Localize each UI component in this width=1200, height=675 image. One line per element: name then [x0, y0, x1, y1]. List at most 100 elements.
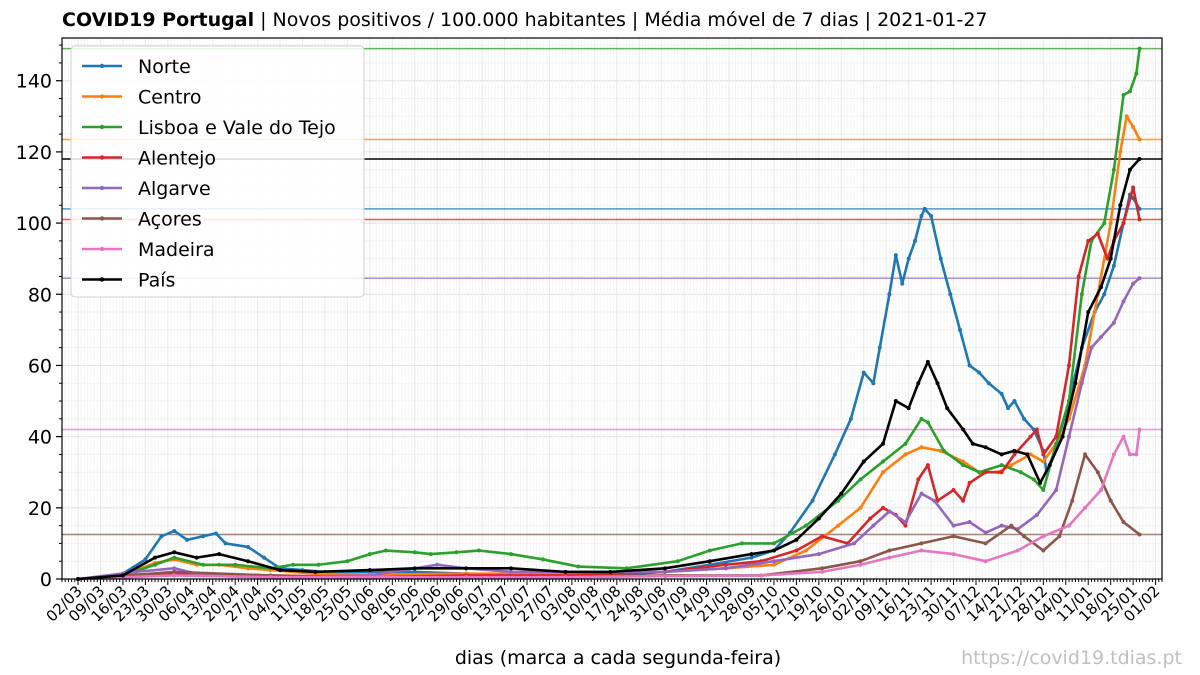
- data-point: [916, 381, 921, 386]
- data-point: [508, 566, 513, 571]
- data-point: [1009, 463, 1014, 468]
- series-line: [77, 429, 1141, 581]
- legend-marker: [99, 246, 105, 252]
- data-point: [1105, 256, 1110, 261]
- legend-label: País: [138, 270, 175, 292]
- data-point: [1041, 452, 1046, 457]
- data-point: [983, 541, 988, 546]
- chart-title: COVID19 Portugal | Novos positivos / 100…: [62, 9, 988, 31]
- data-point: [938, 448, 943, 453]
- data-point: [759, 573, 764, 578]
- data-point: [1121, 520, 1126, 525]
- data-point: [1006, 406, 1011, 411]
- data-point: [1111, 167, 1116, 172]
- data-point: [1121, 221, 1126, 226]
- data-point: [903, 452, 908, 457]
- data-point: [1124, 114, 1129, 119]
- data-point: [887, 292, 892, 297]
- data-point: [858, 562, 863, 567]
- data-point: [804, 548, 809, 553]
- data-point: [412, 550, 417, 555]
- data-point: [983, 530, 988, 535]
- data-point: [133, 569, 138, 574]
- data-point: [1041, 459, 1046, 464]
- data-point: [858, 477, 863, 482]
- data-point: [903, 520, 908, 525]
- y-tick-label: 20: [28, 498, 52, 520]
- data-point: [938, 256, 943, 261]
- data-point: [1137, 46, 1142, 51]
- data-point: [1070, 498, 1075, 503]
- data-point: [771, 559, 776, 564]
- watermark: https://covid19.tdias.pt: [961, 647, 1182, 669]
- legend-label: Norte: [138, 56, 191, 78]
- chart-title-bold: COVID19 Portugal: [62, 9, 254, 31]
- data-point: [1012, 448, 1017, 453]
- data-point: [919, 213, 924, 218]
- data-point: [563, 569, 568, 574]
- data-point: [1137, 276, 1142, 281]
- y-axis: 0 20 40 60 80 100 120 140: [16, 44, 62, 591]
- data-point: [935, 381, 940, 386]
- data-point: [961, 463, 966, 468]
- data-point: [1012, 452, 1017, 457]
- data-point: [290, 562, 295, 567]
- legend-item: País: [82, 270, 175, 292]
- data-point: [951, 488, 956, 493]
- series-line: [77, 158, 1141, 581]
- legend-label: Açores: [138, 209, 202, 231]
- data-point: [1121, 92, 1126, 97]
- data-point: [172, 550, 177, 555]
- data-point: [233, 562, 238, 567]
- legend-item: Centro: [82, 87, 201, 109]
- data-point: [662, 566, 667, 571]
- data-point: [367, 552, 372, 557]
- data-point: [412, 569, 417, 574]
- data-point: [1099, 285, 1104, 290]
- data-point: [922, 206, 927, 211]
- data-point: [278, 568, 283, 573]
- data-point: [804, 523, 809, 528]
- data-point: [707, 548, 712, 553]
- data-point: [428, 552, 433, 557]
- data-point: [120, 573, 125, 578]
- data-point: [749, 555, 754, 560]
- data-point: [213, 531, 218, 536]
- data-point: [1060, 434, 1065, 439]
- data-point: [246, 544, 251, 549]
- legend-label: Alentejo: [138, 148, 216, 170]
- data-point: [707, 559, 712, 564]
- data-point: [977, 370, 982, 375]
- data-point: [1079, 381, 1084, 386]
- data-point: [967, 480, 972, 485]
- data-point: [999, 523, 1004, 528]
- data-point: [464, 575, 469, 580]
- data-point: [880, 459, 885, 464]
- data-point: [1095, 231, 1100, 236]
- legend-marker: [99, 94, 105, 99]
- data-point: [836, 523, 841, 528]
- data-point: [1118, 149, 1123, 154]
- data-point: [749, 552, 754, 557]
- data-point: [624, 566, 629, 571]
- data-point: [861, 370, 866, 375]
- data-point: [1018, 470, 1023, 475]
- data-point: [951, 534, 956, 539]
- data-point: [185, 537, 190, 542]
- y-tick-label: 80: [28, 284, 52, 306]
- data-point: [1038, 480, 1043, 485]
- data-point: [1054, 441, 1059, 446]
- data-point: [464, 566, 469, 571]
- legend-box: [70, 45, 365, 298]
- data-point: [983, 559, 988, 564]
- data-point: [810, 498, 815, 503]
- data-point: [675, 559, 680, 564]
- data-point: [1015, 548, 1020, 553]
- data-point: [852, 541, 857, 546]
- data-point: [1102, 221, 1107, 226]
- data-point: [508, 552, 513, 557]
- data-point: [1041, 548, 1046, 553]
- data-point: [961, 459, 966, 464]
- data-point: [941, 448, 946, 453]
- data-point: [948, 292, 953, 297]
